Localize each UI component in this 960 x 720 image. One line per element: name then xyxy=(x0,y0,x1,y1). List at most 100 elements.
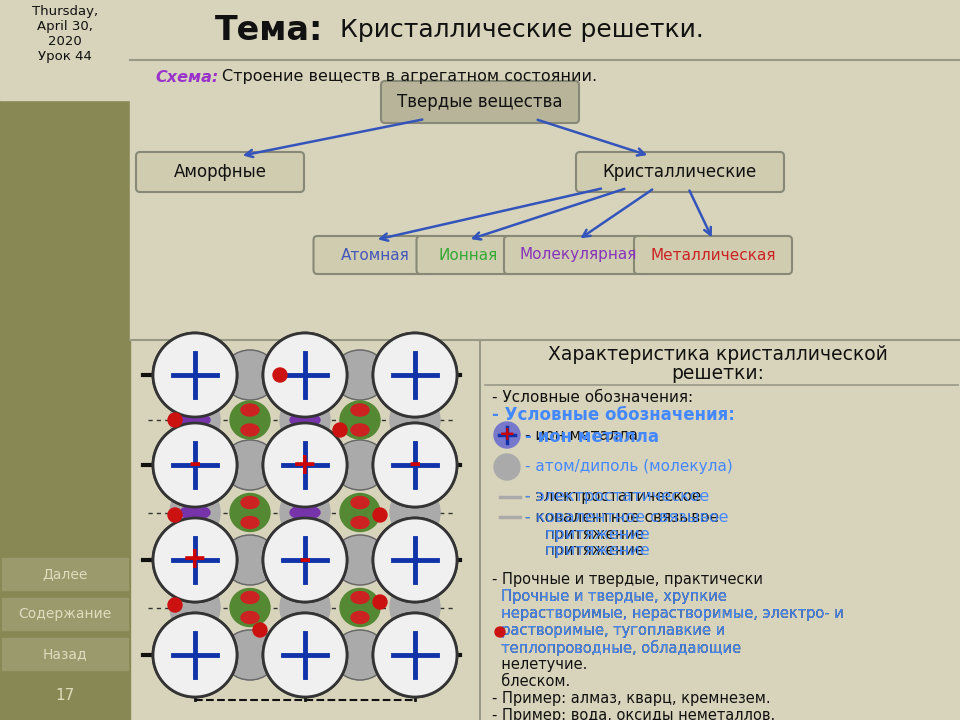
Ellipse shape xyxy=(390,580,440,635)
Circle shape xyxy=(168,413,182,427)
Ellipse shape xyxy=(351,592,369,603)
Text: теплопроводные, обладающие: теплопроводные, обладающие xyxy=(492,640,741,656)
Circle shape xyxy=(153,333,237,417)
Text: -: - xyxy=(299,546,311,575)
Text: - ион металла: - ион металла xyxy=(525,428,638,443)
Bar xyxy=(2,598,128,630)
Text: растворимые, тугоплавкие и: растворимые, тугоплавкие и xyxy=(492,623,725,638)
Bar xyxy=(130,0,960,60)
Text: +: + xyxy=(292,451,318,480)
FancyBboxPatch shape xyxy=(417,236,519,274)
Text: Тема:: Тема: xyxy=(215,14,324,47)
Text: 17: 17 xyxy=(56,688,75,703)
Ellipse shape xyxy=(223,630,277,680)
Circle shape xyxy=(494,454,520,480)
Text: растворимые, тугоплавкие и: растворимые, тугоплавкие и xyxy=(492,623,725,638)
Text: Молекулярная: Молекулярная xyxy=(519,248,636,263)
Ellipse shape xyxy=(290,413,320,427)
Text: - ион металла: - ион металла xyxy=(525,428,659,446)
Text: Атомная: Атомная xyxy=(341,248,409,263)
Ellipse shape xyxy=(390,485,440,540)
Text: - электростатическое: - электростатическое xyxy=(525,490,702,505)
Ellipse shape xyxy=(170,485,220,540)
Bar xyxy=(0,0,130,100)
Text: Урок 44: Урок 44 xyxy=(38,50,92,63)
Ellipse shape xyxy=(230,401,270,439)
Circle shape xyxy=(373,333,457,417)
Circle shape xyxy=(153,333,237,417)
Circle shape xyxy=(495,627,505,637)
Circle shape xyxy=(263,518,347,602)
Text: -: - xyxy=(409,451,421,480)
Bar xyxy=(2,638,128,670)
Text: Кристаллические: Кристаллические xyxy=(603,163,757,181)
Circle shape xyxy=(373,613,457,697)
Text: Далее: Далее xyxy=(42,567,87,581)
Circle shape xyxy=(263,423,347,507)
Ellipse shape xyxy=(241,516,259,528)
Circle shape xyxy=(373,508,387,522)
Ellipse shape xyxy=(332,350,388,400)
Ellipse shape xyxy=(241,592,259,603)
Text: -: - xyxy=(189,451,202,480)
Ellipse shape xyxy=(180,413,210,427)
FancyBboxPatch shape xyxy=(314,236,437,274)
Ellipse shape xyxy=(280,485,330,540)
Text: Твердые вещества: Твердые вещества xyxy=(397,93,563,111)
Text: притяжение: притяжение xyxy=(545,526,651,541)
Bar xyxy=(130,60,960,340)
Ellipse shape xyxy=(340,493,380,531)
Ellipse shape xyxy=(223,535,277,585)
Ellipse shape xyxy=(332,630,388,680)
Ellipse shape xyxy=(351,404,369,416)
Text: - электростатическое: - электростатическое xyxy=(525,490,709,505)
Circle shape xyxy=(263,518,347,602)
Ellipse shape xyxy=(351,424,369,436)
Text: Прочные и твердые, хрупкие: Прочные и твердые, хрупкие xyxy=(492,589,727,604)
Ellipse shape xyxy=(223,440,277,490)
Text: Ионная: Ионная xyxy=(439,248,497,263)
Text: притяжение: притяжение xyxy=(545,544,645,559)
Circle shape xyxy=(373,333,457,417)
Text: April 30,: April 30, xyxy=(37,20,93,33)
Ellipse shape xyxy=(241,404,259,416)
Ellipse shape xyxy=(390,392,440,448)
Text: нерастворимые, нерастворимые, электро- и: нерастворимые, нерастворимые, электро- и xyxy=(492,606,844,621)
Bar xyxy=(0,0,130,720)
Text: - Условные обозначения:: - Условные обозначения: xyxy=(492,390,693,405)
Text: +: + xyxy=(182,546,207,575)
Text: - атом/диполь (молекула): - атом/диполь (молекула) xyxy=(525,459,732,474)
Ellipse shape xyxy=(280,392,330,448)
Circle shape xyxy=(263,333,347,417)
Circle shape xyxy=(373,518,457,602)
Circle shape xyxy=(153,613,237,697)
Ellipse shape xyxy=(340,588,380,626)
Text: нелетучие.: нелетучие. xyxy=(492,657,588,672)
Circle shape xyxy=(153,423,237,507)
FancyBboxPatch shape xyxy=(504,236,652,274)
Text: нерастворимые, нерастворимые, электро- и: нерастворимые, нерастворимые, электро- и xyxy=(492,606,844,621)
Circle shape xyxy=(153,613,237,697)
Circle shape xyxy=(263,613,347,697)
Text: Прочные и твердые, хрупкие: Прочные и твердые, хрупкие xyxy=(492,589,727,604)
Circle shape xyxy=(373,595,387,609)
Text: блеском.: блеском. xyxy=(492,674,570,689)
Circle shape xyxy=(263,333,347,417)
Bar xyxy=(2,558,128,590)
FancyBboxPatch shape xyxy=(136,152,304,192)
Text: - Пример: алмаз, кварц, кремнезем.: - Пример: алмаз, кварц, кремнезем. xyxy=(492,691,771,706)
Text: решетки:: решетки: xyxy=(671,364,764,383)
Ellipse shape xyxy=(230,493,270,531)
Text: притяжение: притяжение xyxy=(545,526,645,541)
Text: Строение веществ в агрегатном состоянии.: Строение веществ в агрегатном состоянии. xyxy=(222,70,597,84)
Circle shape xyxy=(168,508,182,522)
Text: - Прочные и твердые, практически: - Прочные и твердые, практически xyxy=(492,572,763,587)
Ellipse shape xyxy=(241,497,259,508)
Text: Кристаллические решетки.: Кристаллические решетки. xyxy=(340,18,704,42)
Text: - ковалентное связывое: - ковалентное связывое xyxy=(525,510,719,524)
Text: - Пример: вода, оксиды неметаллов.: - Пример: вода, оксиды неметаллов. xyxy=(492,708,776,720)
Text: Аморфные: Аморфные xyxy=(174,163,267,181)
Circle shape xyxy=(153,423,237,507)
Text: 2020: 2020 xyxy=(48,35,82,48)
Ellipse shape xyxy=(351,516,369,528)
